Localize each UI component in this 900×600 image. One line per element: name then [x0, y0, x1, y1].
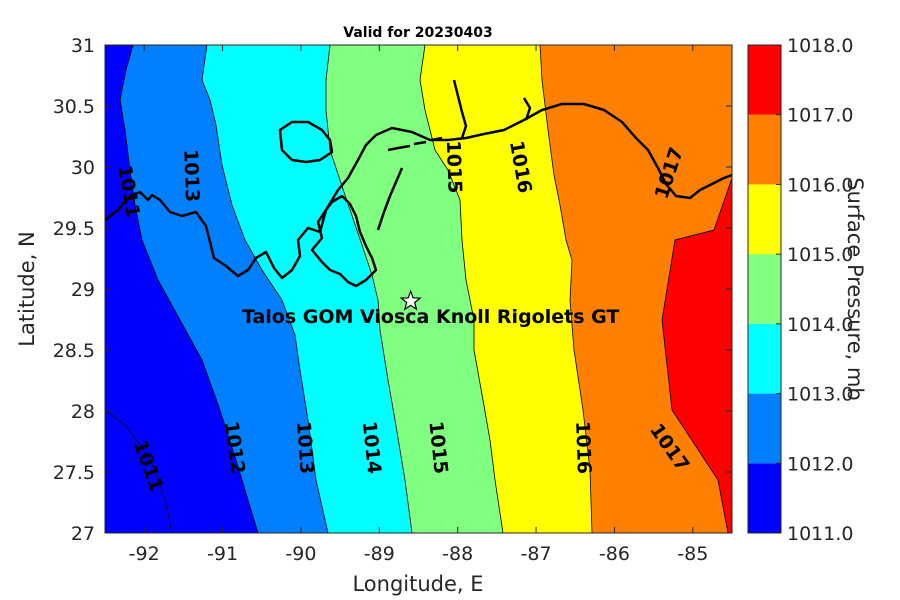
x-axis-ticks: -92 -91 -90 -89 -88 -87 -86 -85: [129, 45, 708, 565]
colorbar-swatch: [748, 254, 781, 324]
y-tick-label: 28.5: [53, 340, 95, 362]
contour-line-1011: [119, 45, 259, 533]
colorbar-tick-label: 1013.0: [787, 384, 853, 406]
colorbar-tick-label: 1011.0: [787, 523, 853, 545]
x-tick-label: -89: [364, 543, 395, 565]
colorbar: 1018.0 1017.0 1016.0 1015.0 1014.0 1013.0 1012…: [747, 35, 853, 545]
band-blue: [105, 45, 258, 533]
colorbar-tick-label: 1016.0: [787, 174, 853, 196]
x-tick-label: -85: [677, 543, 708, 565]
colorbar-tick-label: 1015.0: [787, 244, 853, 266]
contour-line-1014: [419, 45, 504, 533]
y-tick-label: 29: [71, 279, 95, 301]
map-title: Valid for 20230403: [343, 25, 492, 41]
coastline-main: [105, 102, 732, 280]
contour-label: 1015: [442, 140, 466, 194]
contour-line-1015: [539, 45, 593, 533]
coastline-pontchartrain: [278, 120, 334, 164]
x-tick-label: -88: [442, 543, 473, 565]
colorbar-swatch: [748, 463, 781, 533]
site-marker-group: Talos GOM Viosca Knoll Rigolets GT: [242, 289, 619, 328]
contour-line-1016: [661, 176, 732, 533]
y-tick-label: 28: [71, 401, 95, 423]
colorbar-swatch: [748, 114, 781, 185]
y-tick-label: 29.5: [53, 218, 95, 240]
x-tick-label: -92: [129, 543, 160, 565]
y-axis-ticks: 31 30.5 30 29.5 29 28.5 28 27.5 27: [53, 35, 732, 545]
coastline-mobile-bay: [452, 79, 532, 139]
coastline-islands: [376, 136, 443, 231]
x-tick-label: -87: [521, 543, 552, 565]
colorbar-tick-label: 1012.0: [787, 453, 853, 475]
coastline-delta: [310, 194, 378, 288]
contour-lines: [105, 45, 732, 533]
y-tick-label: 30.5: [53, 96, 95, 118]
y-axis-label: Latitude, N: [15, 231, 39, 347]
contour-label: 1013: [292, 420, 318, 474]
colorbar-swatch: [748, 184, 781, 255]
x-axis-label: Longitude, E: [352, 572, 483, 596]
y-tick-label: 27.5: [53, 462, 95, 484]
pressure-bands: [105, 45, 732, 533]
contour-line-1012: [201, 45, 329, 533]
y-tick-label: 30: [71, 157, 95, 179]
site-star-icon: [399, 289, 422, 311]
x-tick-label: -91: [207, 543, 238, 565]
y-tick-label: 31: [71, 35, 95, 57]
colorbar-frame: [747, 44, 782, 534]
contour-label: 1015: [424, 420, 451, 475]
colorbar-swatch: [748, 45, 781, 115]
colorbar-swatch: [748, 393, 781, 464]
contour-label: 1013: [179, 149, 203, 203]
contour-label: 1014: [358, 420, 385, 475]
x-tick-label: -90: [285, 543, 316, 565]
contour-label: 1016: [571, 421, 595, 475]
y-tick-label: 27: [71, 523, 95, 545]
site-label: Talos GOM Viosca Knoll Rigolets GT: [242, 306, 619, 328]
colorbar-tick-label: 1018.0: [787, 35, 853, 57]
contour-line-1011-sw: [105, 409, 173, 533]
colorbar-tick-label: 1017.0: [787, 105, 853, 127]
coastline: [105, 79, 732, 288]
colorbar-tick-label: 1014.0: [787, 314, 853, 336]
colorbar-swatch: [748, 323, 781, 394]
x-tick-label: -86: [599, 543, 630, 565]
colorbar-label: Surface Pressure, mb: [843, 177, 867, 400]
